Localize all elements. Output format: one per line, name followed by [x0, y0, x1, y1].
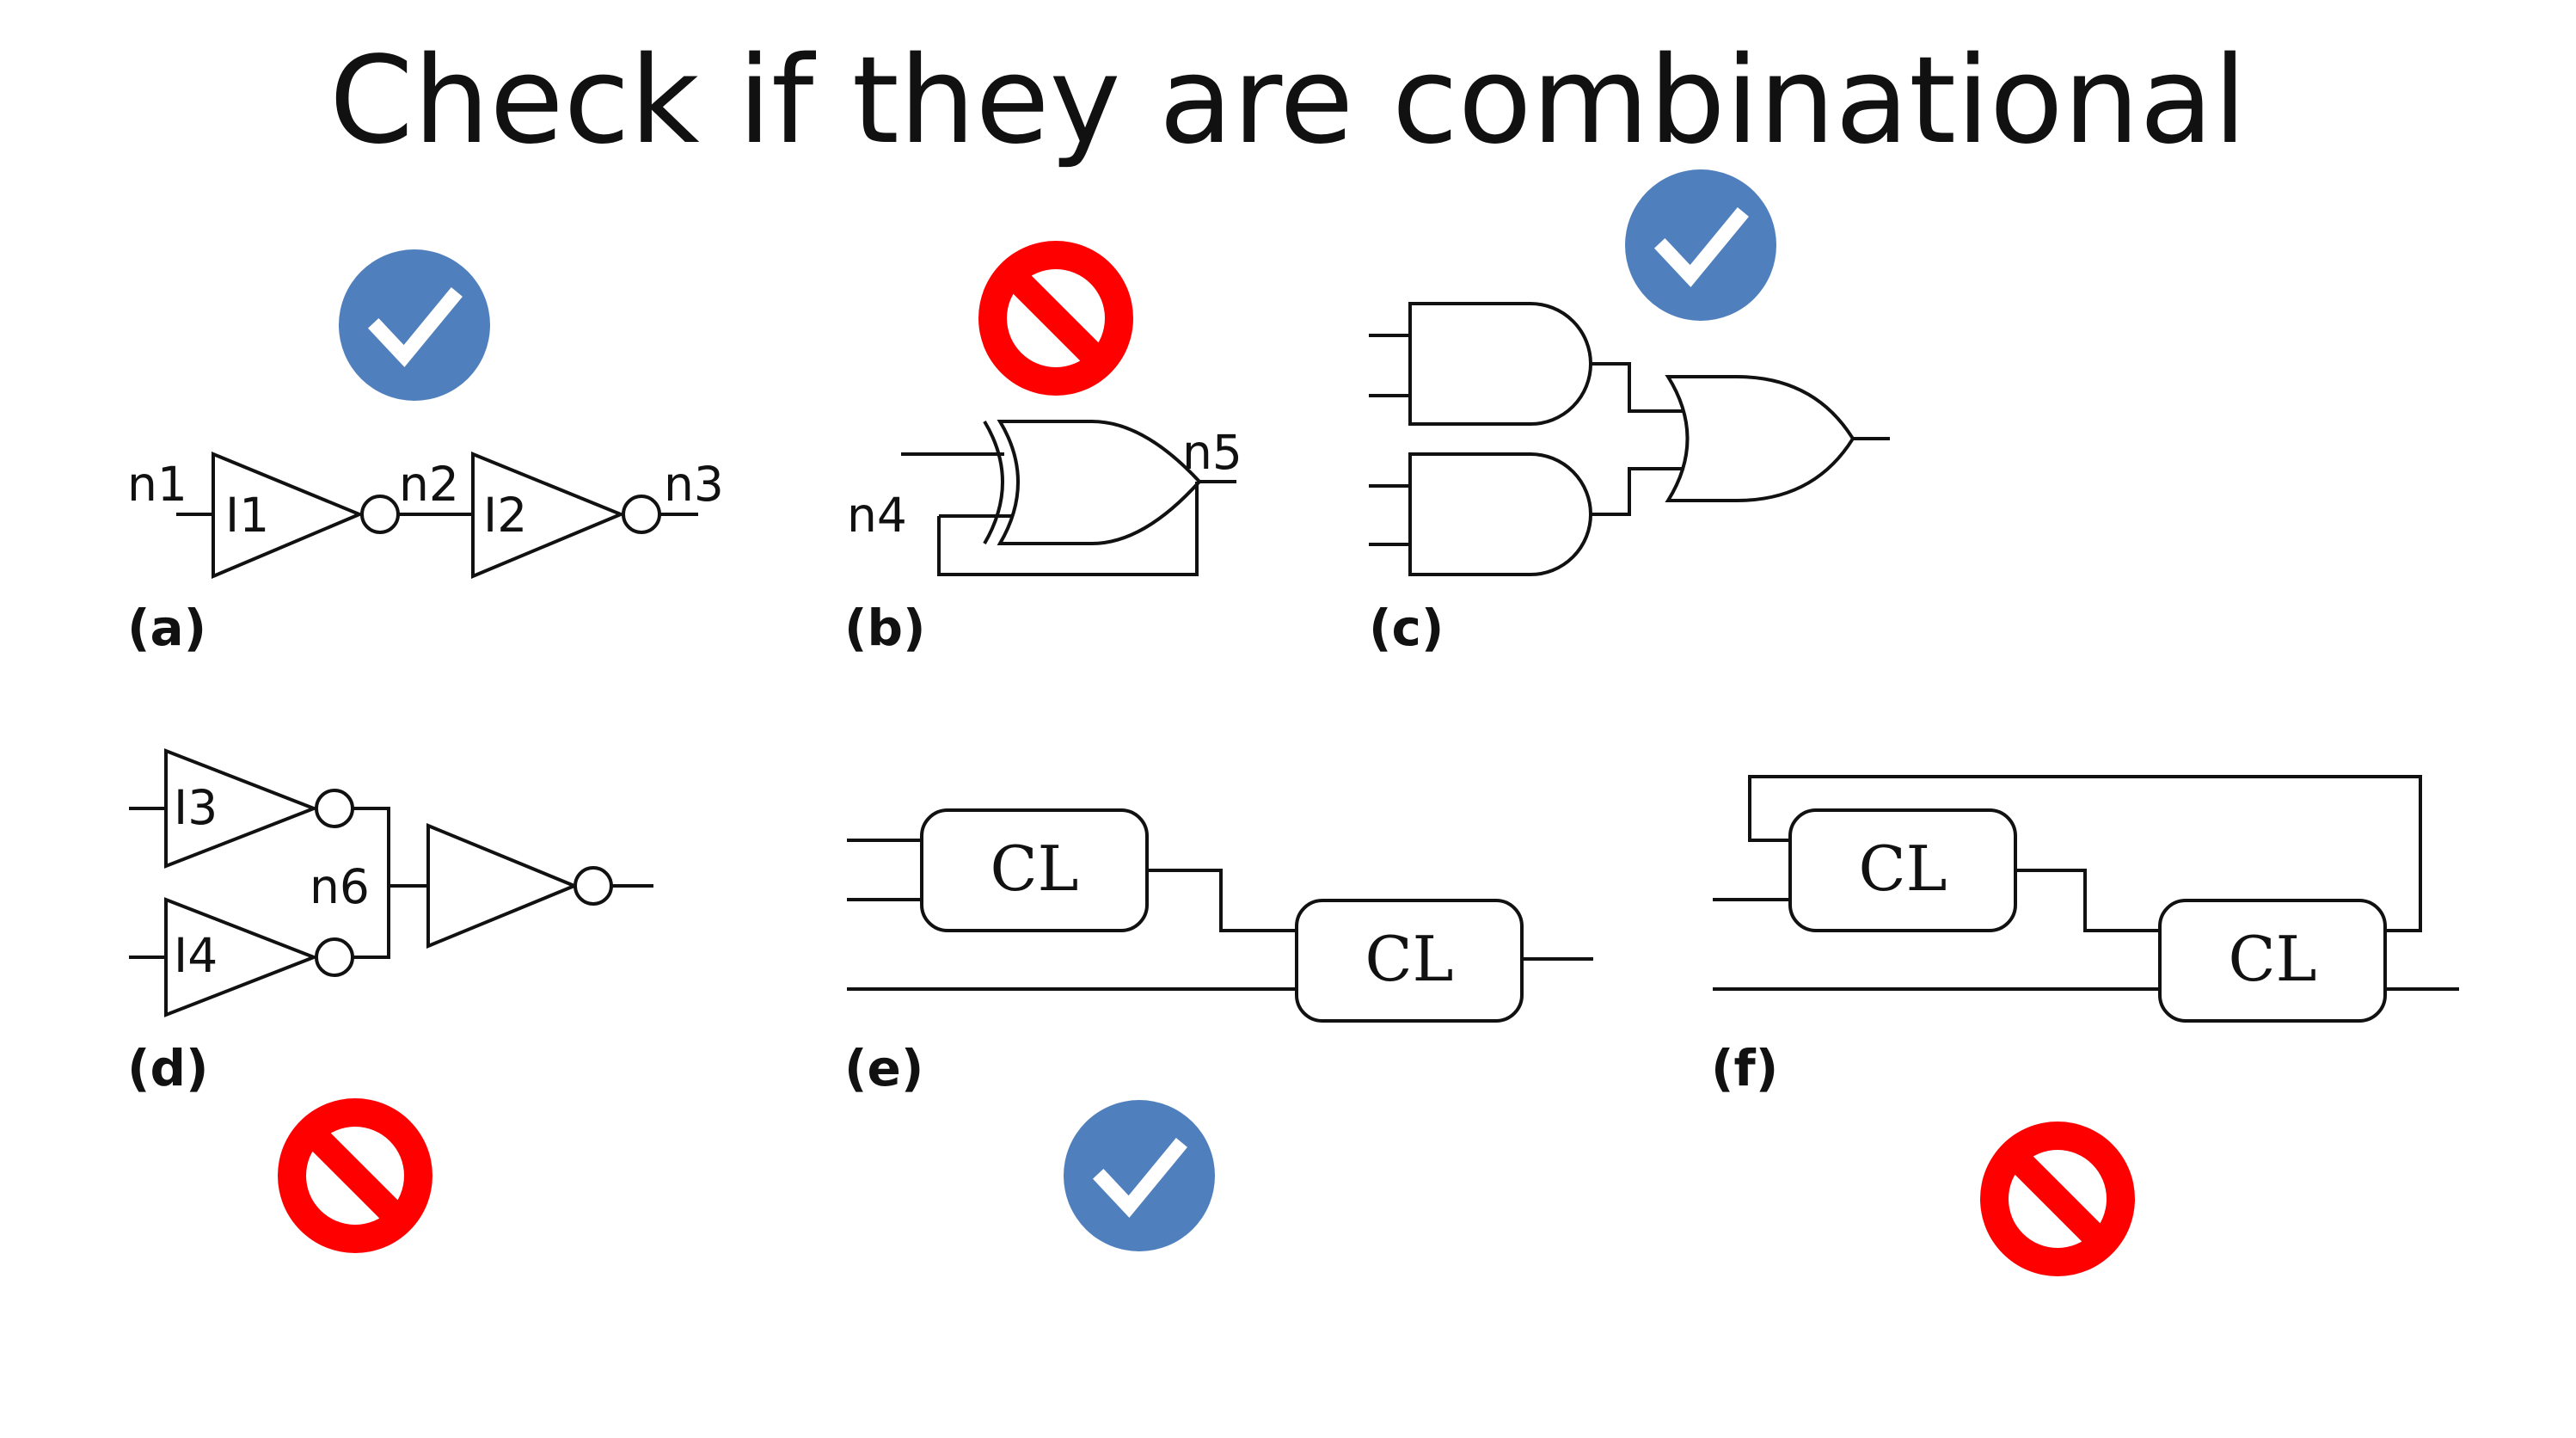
check-icon [339, 249, 490, 401]
label-n5: n5 [1182, 425, 1242, 480]
caption-a: (a) [127, 599, 206, 657]
cl-block-2 [2158, 899, 2387, 1023]
no-icon [978, 241, 1133, 396]
inverter-i3 [164, 748, 319, 869]
xor-gate [997, 420, 1202, 545]
caption-b: (b) [844, 599, 926, 657]
caption-f: (f) [1711, 1039, 1778, 1097]
check-icon [1064, 1100, 1215, 1251]
label-n6: n6 [310, 859, 370, 914]
and-gate-top [1408, 302, 1592, 426]
circuit-b: n4 n5 (b) [844, 241, 1242, 657]
circuit-e: CL CL (e) [844, 808, 1593, 1251]
cl-label-2: CL [2229, 923, 2317, 995]
no-icon [1980, 1122, 2135, 1276]
inverter-i1 [212, 452, 365, 580]
cl-label-1: CL [1859, 833, 1947, 905]
label-n4: n4 [847, 488, 907, 543]
inverter-output [426, 823, 580, 949]
inverter-i4 [164, 897, 319, 1017]
cl-label-1: CL [991, 833, 1079, 905]
label-i3: I3 [174, 780, 218, 835]
label-i4: I4 [174, 928, 218, 983]
check-icon [1625, 169, 1776, 321]
label-n1: n1 [127, 457, 187, 512]
label-i2: I2 [483, 488, 527, 543]
and-gate-bottom [1408, 452, 1592, 576]
inverter-i2 [471, 452, 626, 580]
no-icon [278, 1098, 432, 1253]
circuit-d: I3 I4 n6 (d) [127, 748, 653, 1253]
label-n2: n2 [399, 457, 459, 512]
label-n3: n3 [664, 457, 724, 512]
cl-label-2: CL [1365, 923, 1454, 995]
circuit-c: (c) [1369, 169, 1890, 657]
caption-c: (c) [1369, 599, 1444, 657]
circuit-a: n1 I1 n2 I2 n3 (a) [127, 249, 724, 657]
caption-e: (e) [844, 1039, 923, 1097]
slide-title: Check if they are combinational [329, 31, 2247, 171]
label-i1: I1 [225, 488, 269, 543]
circuit-f: CL CL (f) [1711, 775, 2459, 1276]
or-gate [1665, 375, 1855, 502]
caption-d: (d) [127, 1039, 209, 1097]
